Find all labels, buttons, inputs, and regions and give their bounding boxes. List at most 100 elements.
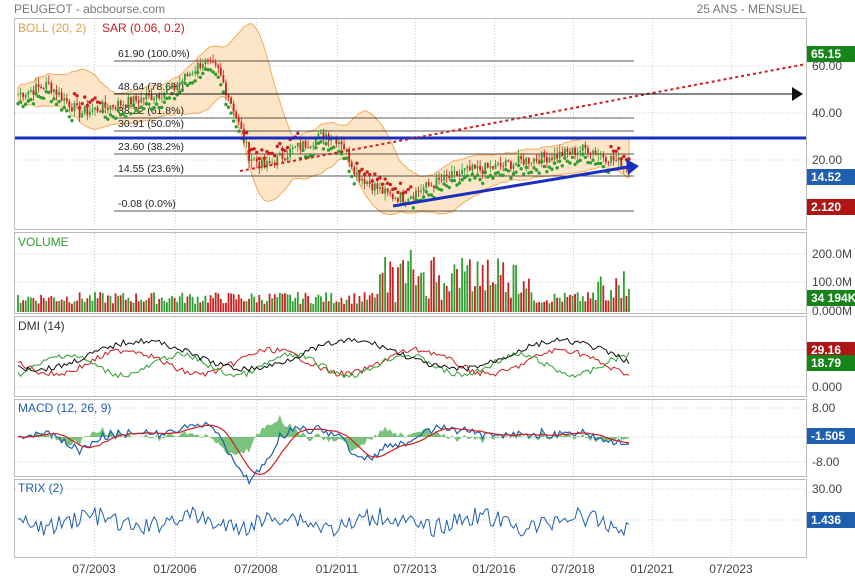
sar-dot [447,185,451,190]
volume-bar [260,299,263,312]
volume-bar [404,283,407,312]
sar-dot [542,164,546,169]
candle-body [615,160,618,162]
candle-body [124,104,127,108]
volume-bar [543,301,546,312]
price-panel-frame [14,18,807,230]
sar-dot [231,119,236,123]
sar-dot [54,102,59,107]
volume-bar [343,303,345,312]
macd-y-tick: 8.00 [812,401,836,415]
volume-bar [453,264,456,312]
volume-bar [132,302,135,312]
sar-dot [427,193,431,197]
candle-body [340,141,343,145]
candle-body [45,82,48,89]
sar-dot [90,98,95,102]
volume-bar [443,283,446,312]
sar-dot [124,115,128,119]
candle-body [484,163,487,174]
candle-body [296,142,299,147]
x-tick-label: 01/2021 [630,562,674,576]
candle-body [276,155,279,166]
sar-dot [540,159,544,164]
volume-bar [189,294,191,312]
candle-body [60,92,63,101]
candle-body [312,145,315,147]
volume-bar [314,297,317,312]
candle-body [76,103,78,106]
candle-body [86,106,89,115]
sar-dot [537,171,541,175]
candle-body [63,98,66,101]
candle-body [397,198,399,202]
volume-bar [628,289,630,312]
volume-badge: 34 194K [811,291,855,305]
sar-dot [370,179,374,183]
candle-body [520,155,523,160]
sar-dot [59,108,64,112]
sar-dot [439,188,444,192]
last-price-badge: 65.15 [811,47,841,61]
volume-bar [520,292,523,312]
volume-bar [160,297,163,312]
dmi-minus-badge-bg [807,355,855,371]
volume-bar [466,265,469,312]
candle-body [114,107,117,109]
sar-dot [588,161,593,165]
sar-dot [468,178,472,182]
volume-bar [27,296,30,312]
volume-bar [94,292,96,312]
volume-bar [158,298,161,312]
volume-bar [186,296,189,312]
sar-dot [57,99,61,104]
candle-body [404,201,407,203]
volume-bar [142,301,145,312]
candle-body [320,132,322,134]
candle-body [492,166,494,169]
candle-body [289,148,292,158]
volume-bar [47,297,50,312]
volume-bar [235,299,238,312]
candle-body [132,96,135,105]
candle-body [27,91,30,95]
sar-dot [493,171,498,176]
volume-bar [435,282,438,312]
candle-body [204,59,207,64]
trix-badge-bg [807,512,855,528]
volume-badge-bg [807,290,855,306]
sar-dot [265,150,269,154]
last-price-badge-bg [807,46,855,62]
candle-body [17,94,19,96]
candle-body [232,103,235,112]
sar-dot [98,101,102,105]
sar-dot [196,70,200,75]
dmi-minus-badge: 18.79 [811,356,841,370]
sar-dot [532,166,536,170]
candle-body [19,92,22,95]
sar-dot [617,146,621,150]
volume-bar [307,296,309,312]
candle-body [171,84,173,89]
volume-bar [112,303,114,312]
volume-bar [581,296,584,312]
candle-body [68,101,71,108]
volume-bar [65,296,68,312]
candle-body [266,161,268,168]
volume-bar [286,294,289,312]
sar-dot [385,181,390,186]
volume-bar [130,301,132,312]
candle-body [343,144,345,150]
candle-body [489,166,492,168]
volume-bar [553,293,556,312]
sar-dot [337,149,341,153]
sar-dot [75,94,79,98]
sar-dot [221,90,226,94]
sar-dot [85,103,90,108]
dmi-panel-frame [14,316,807,397]
volume-bar [196,296,199,312]
volume-bar [350,303,353,312]
candle-body [304,140,307,148]
volume-bar [399,263,402,312]
sar-dot [581,152,585,156]
